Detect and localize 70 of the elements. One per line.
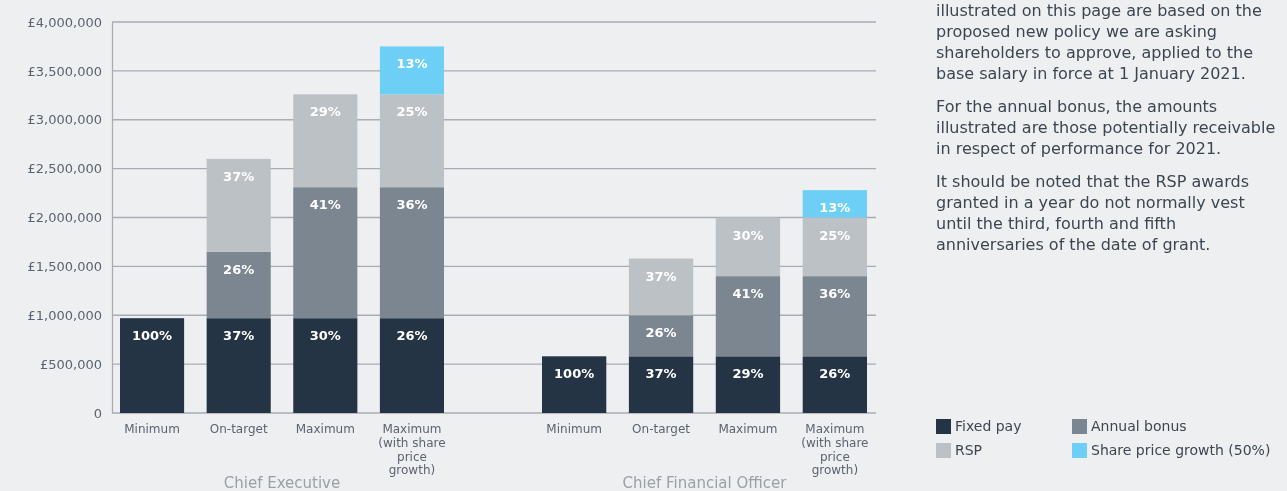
x-tick-label: Maximum [295,422,355,436]
bar [628,258,694,316]
annotation: 37% [223,168,255,184]
annotation: 100% [554,366,595,382]
bar [715,276,781,357]
text: It should be noted that the RSP awards granted in a year do not normally vest until the third, fourth and fifth anniversaries of the date of grant. [936,171,1250,255]
legend-label: Fixed pay [955,418,1022,434]
annotation: 26% [396,328,428,344]
x-tick-label: On-target [632,422,691,436]
y-tick-label: £2,000,000 [27,210,102,226]
y-tick-label: 0 [93,405,102,421]
legend-label: RSP [955,442,983,458]
x-tick-label: Maximum [718,422,778,436]
x-tick-label: On-target [209,422,268,436]
bar [379,94,444,188]
annotation: 41% [732,286,764,302]
bar [293,94,358,188]
bar [715,356,781,413]
bar [206,318,271,413]
bar [293,318,358,413]
annotation: 26% [819,366,851,382]
x-axis-title: Chief Financial Officer [622,474,788,491]
bar [379,46,444,95]
y-tick-label: £1,500,000 [27,259,102,275]
annotation: 37% [645,268,677,284]
annotation: 26% [223,261,255,277]
y-tick-label: £2,500,000 [27,161,102,177]
x-tick-label: Minimum [546,422,602,436]
annotation: 29% [732,366,764,382]
annotation: 30% [309,328,341,344]
x-tick-label: Minimum [124,422,180,436]
bar [802,190,867,218]
legend-label: Share price growth (50%) [1091,442,1271,458]
text: For the annual bonus, the amounts illustrated are those potentially receivable in respect of performance for 2021. [936,96,1276,159]
y-tick-label: £3,500,000 [27,63,102,79]
y-tick-label: £1,000,000 [27,307,102,323]
annotation: 25% [396,104,428,120]
annotation: 13% [396,56,428,72]
bar [802,217,867,277]
bar [379,187,444,319]
bar [715,217,781,277]
bar [206,158,271,252]
annotation: 30% [732,227,764,243]
annotation: 100% [131,328,173,344]
y-tick-label: £4,000,000 [27,14,102,30]
annotation: 26% [645,325,677,341]
y-tick-label: £500,000 [39,356,102,372]
y-tick-label: £3,000,000 [27,112,102,128]
bar [802,356,867,413]
bar [120,318,185,413]
annotation: 25% [819,227,851,243]
annotation: 36% [396,197,428,213]
annotation: 29% [309,104,341,120]
annotation: 13% [819,200,851,216]
bar [206,251,271,319]
bar [542,356,607,413]
legend-label: Annual bonus [1091,418,1187,434]
annotation: 41% [309,197,341,213]
bar [802,276,867,357]
bar [628,315,694,357]
x-tick-label: Maximum (with share price growth) [801,422,869,478]
bar [293,187,358,319]
bar [379,318,444,413]
annotation: 36% [819,286,851,302]
annotation: 37% [645,366,677,382]
bar [628,356,694,413]
x-axis-title: Chief Executive [223,474,341,491]
annotation: 37% [223,328,255,344]
x-tick-label: Maximum (with share price growth) [378,422,446,478]
text: illustrated on this page are based on the proposed new policy we are asking shareholders to approve, applied to the base salary in force at 1 January 2021. [936,0,1263,84]
